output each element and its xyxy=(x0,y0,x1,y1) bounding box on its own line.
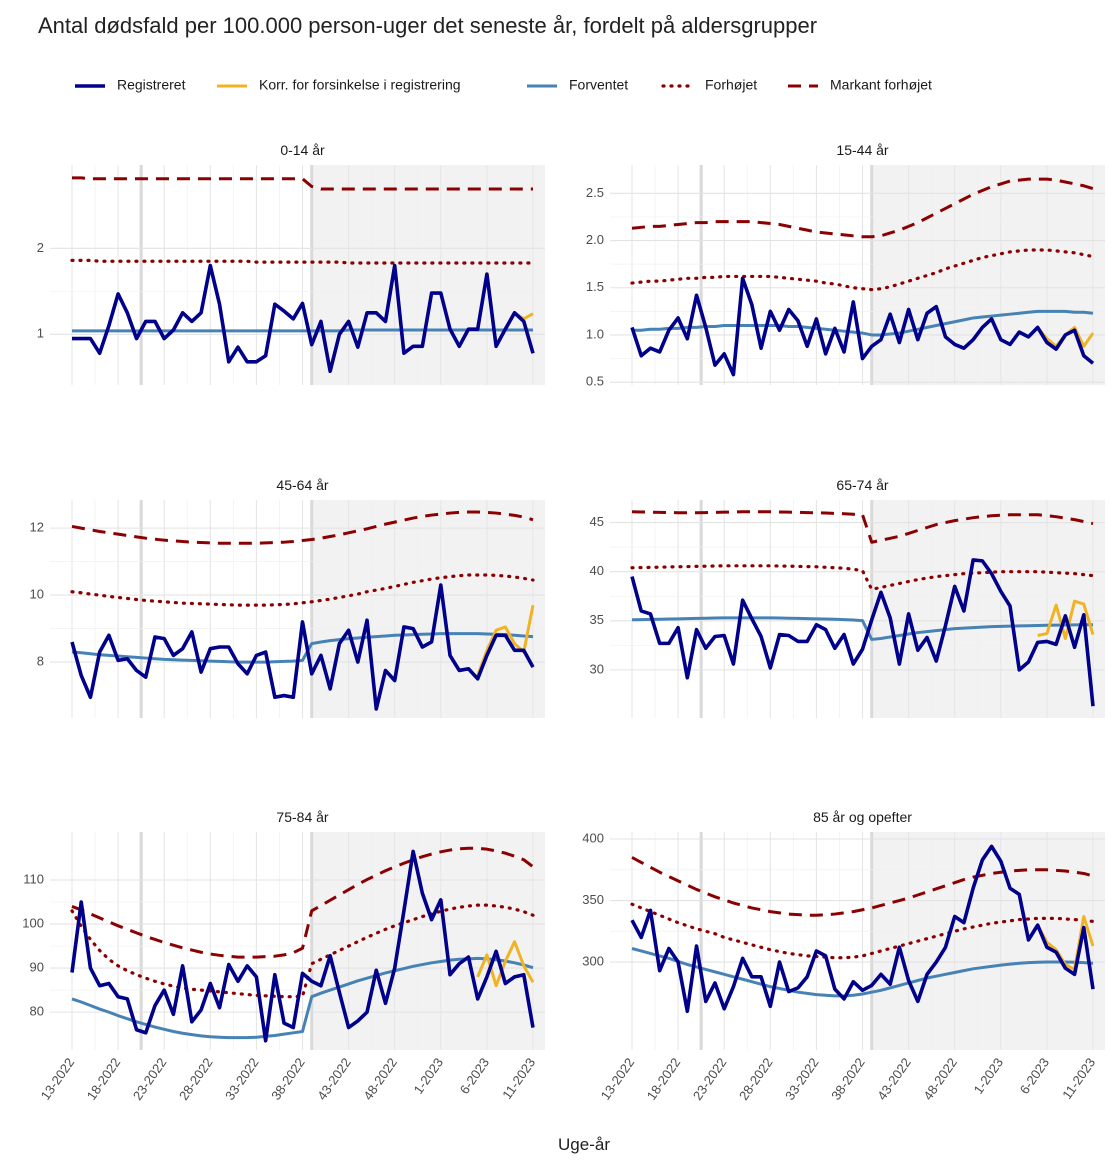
series-line xyxy=(1037,599,1095,640)
shaded-period xyxy=(871,832,1105,1050)
series-line xyxy=(72,263,535,374)
series-line xyxy=(631,510,1094,544)
x-tick-label: 43-2022 xyxy=(874,1055,914,1103)
y-tick-label: 1.5 xyxy=(586,279,604,294)
series-line xyxy=(70,258,535,265)
x-tick-label: 28-2022 xyxy=(176,1055,216,1103)
series-line xyxy=(631,616,1094,641)
x-tick-label: 6-2023 xyxy=(457,1055,493,1097)
series-line xyxy=(70,849,535,1043)
y-tick-label: 10 xyxy=(30,587,44,602)
series-line xyxy=(72,176,533,191)
y-tick-label: 1.0 xyxy=(586,326,604,341)
shaded-period xyxy=(871,500,1105,718)
series-line xyxy=(476,940,535,988)
x-tick-label: 1-2023 xyxy=(411,1055,447,1097)
legend-label: Forhøjet xyxy=(705,77,757,93)
y-tick-label: 35 xyxy=(590,612,604,627)
series-line xyxy=(630,558,1095,707)
y-tick-label: 2 xyxy=(37,240,44,255)
x-tick-label: 18-2022 xyxy=(84,1055,124,1103)
shaded-period xyxy=(311,832,545,1050)
series-line xyxy=(70,903,535,999)
series-line xyxy=(71,846,534,959)
y-tick-label: 1 xyxy=(37,326,44,341)
panel: 80 90 100 110 75-84 år 13-2022 18-2022 23-2022 2… xyxy=(22,809,545,1103)
series-line xyxy=(70,573,535,607)
shaded-period xyxy=(311,500,545,718)
panel-title: 85 år og opefter xyxy=(813,809,912,825)
y-tick-label: 40 xyxy=(590,563,604,578)
y-tick-label: 350 xyxy=(582,892,604,907)
x-tick-label: 11-2023 xyxy=(1059,1055,1098,1102)
series-line xyxy=(1036,915,1095,971)
series-line xyxy=(630,844,1095,1014)
panel: 30 35 40 45 65-74 år xyxy=(590,477,1105,718)
y-tick-label: 400 xyxy=(582,830,604,845)
series-line xyxy=(630,276,1095,377)
x-tick-label: 48-2022 xyxy=(360,1055,400,1103)
y-tick-label: 8 xyxy=(37,654,44,669)
x-tick-label: 48-2022 xyxy=(920,1055,960,1103)
y-tick-label: 100 xyxy=(22,915,44,930)
y-tick-label: 0.5 xyxy=(586,374,604,389)
y-tick-label: 80 xyxy=(30,1004,44,1019)
panel: 8 10 12 45-64 år xyxy=(30,477,545,718)
x-tick-label: 1-2023 xyxy=(971,1055,1007,1097)
legend-label: Korr. for forsinkelse i registrering xyxy=(259,77,461,93)
x-tick-label: 28-2022 xyxy=(736,1055,776,1103)
y-tick-label: 2.0 xyxy=(586,232,604,247)
series-line xyxy=(631,947,1094,998)
x-tick-label: 38-2022 xyxy=(828,1055,868,1103)
x-tick-label: 33-2022 xyxy=(782,1055,822,1103)
legend-label: Forventet xyxy=(569,77,628,93)
series-line xyxy=(71,510,534,545)
panel-title: 0-14 år xyxy=(280,142,325,158)
y-tick-label: 300 xyxy=(582,953,604,968)
x-tick-label: 23-2022 xyxy=(130,1055,170,1103)
legend-label: Registreret xyxy=(117,77,186,93)
x-tick-label: 43-2022 xyxy=(314,1055,354,1103)
y-tick-label: 2.5 xyxy=(586,185,604,200)
panel-title: 65-74 år xyxy=(836,477,888,493)
x-axis-title: Uge-år xyxy=(558,1135,610,1154)
shaded-period xyxy=(871,165,1105,385)
panel: 1 2 0-14 år xyxy=(37,142,545,385)
series-line xyxy=(630,902,1095,960)
x-tick-label: 6-2023 xyxy=(1017,1055,1053,1097)
series-line xyxy=(631,856,1094,917)
y-tick-label: 110 xyxy=(23,871,44,886)
x-tick-label: 38-2022 xyxy=(268,1055,308,1103)
series-line xyxy=(630,248,1095,292)
panel: 0.5 1.0 1.5 2.0 2.5 15-44 år xyxy=(586,142,1105,389)
series-line xyxy=(631,177,1094,239)
y-tick-label: 12 xyxy=(30,520,44,535)
chart-title: Antal dødsfald per 100.000 person-uger d… xyxy=(38,13,817,38)
x-tick-label: 13-2022 xyxy=(598,1055,638,1103)
x-tick-label: 33-2022 xyxy=(222,1055,262,1103)
y-tick-label: 30 xyxy=(590,661,604,676)
y-tick-label: 90 xyxy=(30,960,44,975)
panel-title: 75-84 år xyxy=(276,809,328,825)
x-tick-label: 13-2022 xyxy=(38,1055,78,1103)
panel-title: 45-64 år xyxy=(276,477,328,493)
panel-title: 15-44 år xyxy=(836,142,888,158)
series-line xyxy=(70,583,535,711)
y-tick-label: 45 xyxy=(590,514,604,529)
x-tick-label: 18-2022 xyxy=(644,1055,684,1103)
series-line xyxy=(72,328,533,333)
shaded-period xyxy=(311,165,545,385)
x-tick-label: 11-2023 xyxy=(499,1055,538,1102)
series-line xyxy=(630,564,1095,591)
x-tick-label: 23-2022 xyxy=(690,1055,730,1103)
legend-label: Markant forhøjet xyxy=(830,77,932,93)
series-line xyxy=(632,309,1094,337)
